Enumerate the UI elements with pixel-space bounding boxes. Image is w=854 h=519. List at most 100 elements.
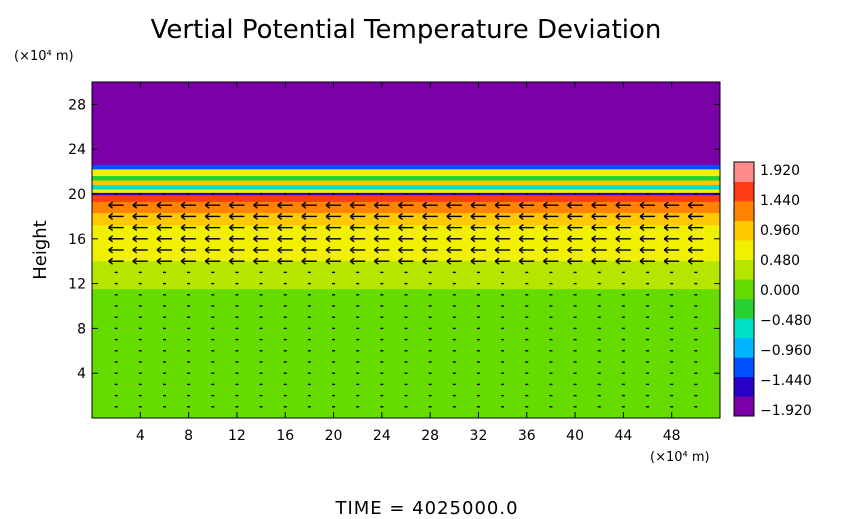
x-axis-ticks: 4 8 12 16 20 24 28 32 36 40 44 48 <box>136 82 681 444</box>
colorbar-label-1: 1.440 <box>760 193 800 209</box>
wind-vector-x8-y16 <box>180 235 197 243</box>
heatmap-layer-2 <box>92 169 720 177</box>
wind-vector-x24-y17 <box>373 224 390 232</box>
wind-vector-x12-y17 <box>229 224 245 232</box>
x-tick-label-9: 40 <box>566 428 584 444</box>
wind-vector-x22-y15 <box>349 246 366 254</box>
x-tick-label-5: 24 <box>373 428 391 444</box>
wind-vector-x48-y14 <box>663 257 680 265</box>
wind-vector-x34-y14 <box>494 257 511 265</box>
heatmap-layer-12 <box>92 241 720 262</box>
wind-vector-x32-y16 <box>470 235 486 243</box>
wind-vector-x46-y18 <box>639 212 656 220</box>
heatmap-layer-3 <box>92 176 720 182</box>
x-tick-label-7: 32 <box>470 428 488 444</box>
wind-vector-x6-y15 <box>156 246 172 254</box>
wind-vector-x44-y17 <box>615 224 631 232</box>
y-axis-ticks: 4 8 12 16 20 24 28 <box>68 97 720 382</box>
x-tick-label-3: 16 <box>276 428 294 444</box>
heatmap-layer-11 <box>92 225 720 242</box>
colorbar-label-0: 1.920 <box>760 163 800 179</box>
wind-vector-x30-y15 <box>446 246 462 254</box>
wind-vector-x8-y17 <box>180 224 197 232</box>
wind-vector-x18-y18 <box>301 212 317 220</box>
wind-vector-x4-y14 <box>132 257 148 265</box>
wind-vector-x50-y15 <box>687 246 704 254</box>
wind-vector-x46-y14 <box>639 257 656 265</box>
wind-vector-x34-y17 <box>494 224 511 232</box>
wind-vector-x22-y17 <box>349 224 366 232</box>
wind-vector-x30-y19 <box>446 201 462 209</box>
wind-vector-x22-y19 <box>349 201 366 209</box>
wind-vector-x42-y18 <box>591 212 607 220</box>
x-tick-label-11: 48 <box>663 428 681 444</box>
wind-vector-x26-y18 <box>398 212 414 220</box>
wind-vector-x28-y16 <box>422 235 438 243</box>
wind-vector-x42-y19 <box>591 201 607 209</box>
colorbar-label-7: −1.440 <box>760 373 812 389</box>
y-tick-label-5: 24 <box>68 142 86 158</box>
wind-vector-x42-y14 <box>591 257 607 265</box>
wind-vector-x2-y16 <box>108 235 124 243</box>
colorbar-segment-7 <box>734 259 754 280</box>
wind-vector-x6-y17 <box>156 224 172 232</box>
colorbar-segment-0 <box>734 396 754 417</box>
wind-vector-x34-y15 <box>494 246 511 254</box>
wind-vector-x28-y17 <box>422 224 438 232</box>
wind-vector-x32-y18 <box>470 212 486 220</box>
heatmap-layer-8 <box>92 195 720 203</box>
wind-vector-x22-y14 <box>349 257 366 265</box>
wind-vector-x2-y19 <box>108 201 124 209</box>
wind-vector-x36-y14 <box>518 257 535 265</box>
x-tick-label-4: 20 <box>325 428 343 444</box>
wind-vector-x28-y14 <box>422 257 438 265</box>
wind-vector-x16-y17 <box>277 224 293 232</box>
wind-vector-x10-y18 <box>204 212 221 220</box>
x-tick-label-0: 4 <box>136 428 145 444</box>
wind-vector-x48-y16 <box>663 235 680 243</box>
x-tick-label-1: 8 <box>184 428 193 444</box>
wind-vector-x12-y19 <box>229 201 245 209</box>
wind-vector-x46-y17 <box>639 224 656 232</box>
wind-vector-x36-y15 <box>518 246 535 254</box>
y-tick-label-6: 28 <box>68 97 86 113</box>
wind-vector-x44-y16 <box>615 235 631 243</box>
wind-vector-x26-y16 <box>398 235 414 243</box>
wind-vector-x48-y19 <box>663 201 680 209</box>
wind-vector-x34-y19 <box>494 201 511 209</box>
wind-vector-x8-y15 <box>180 246 197 254</box>
wind-vector-x2-y18 <box>108 212 124 220</box>
colorbar-segment-9 <box>734 220 754 241</box>
wind-vector-x4-y17 <box>132 224 148 232</box>
wind-vector-x14-y19 <box>253 201 269 209</box>
colorbar-label-3: 0.480 <box>760 253 800 269</box>
wind-vectors <box>108 193 704 408</box>
wind-vector-x32-y19 <box>470 201 486 209</box>
wind-vector-x4-y15 <box>132 246 148 254</box>
wind-vector-x38-y15 <box>543 246 559 254</box>
colorbar-label-6: −0.960 <box>760 343 812 359</box>
wind-vector-x2-y14 <box>108 257 124 265</box>
wind-vector-x18-y19 <box>301 201 317 209</box>
wind-vector-x38-y16 <box>543 235 559 243</box>
wind-vector-x24-y15 <box>373 246 390 254</box>
wind-vector-x26-y17 <box>398 224 414 232</box>
heatmap-layer-0 <box>92 82 720 166</box>
x-tick-label-2: 12 <box>228 428 246 444</box>
colorbar-label-5: −0.480 <box>760 313 812 329</box>
wind-vector-x14-y15 <box>253 246 269 254</box>
wind-vector-x40-y17 <box>567 224 583 232</box>
y-tick-label-0: 4 <box>77 366 86 382</box>
heatmap-layer-10 <box>92 213 720 226</box>
y-tick-label-4: 20 <box>68 187 86 203</box>
wind-vector-x50-y14 <box>687 257 704 265</box>
heatmap-layer-1 <box>92 164 720 170</box>
wind-vector-x14-y17 <box>253 224 269 232</box>
wind-vector-x30-y16 <box>446 235 462 243</box>
wind-vector-x24-y14 <box>373 257 390 265</box>
wind-vector-x44-y15 <box>615 246 631 254</box>
wind-vector-x50-y19 <box>687 201 704 209</box>
wind-vector-x28-y18 <box>422 212 438 220</box>
wind-vector-x6-y18 <box>156 212 172 220</box>
